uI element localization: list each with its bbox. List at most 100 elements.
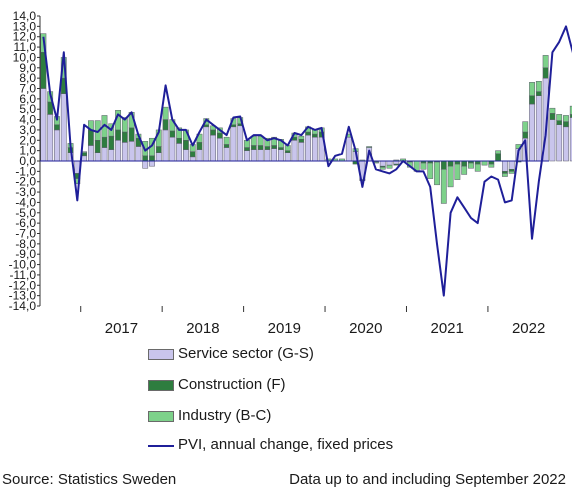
bar-segment-industry bbox=[468, 162, 474, 169]
bar-segment-service bbox=[223, 147, 230, 162]
data-range-note: Data up to and including September 2022 bbox=[289, 471, 566, 488]
bar-segment-service bbox=[162, 129, 169, 162]
x-tick-label: 2020 bbox=[349, 320, 382, 337]
legend-swatch-service bbox=[148, 349, 174, 360]
bar-segment-service bbox=[535, 95, 542, 162]
y-tick-label: -10,0 bbox=[9, 258, 37, 272]
y-tick-label: -2,0 bbox=[15, 175, 36, 189]
bar-segment-construction bbox=[155, 146, 162, 153]
bar-segment-industry bbox=[434, 161, 440, 186]
y-tick-label: 1,0 bbox=[19, 144, 36, 158]
y-tick-label: -3,0 bbox=[15, 185, 36, 199]
bar-segment-industry bbox=[427, 162, 434, 179]
bar-segment-industry bbox=[162, 106, 169, 120]
y-tick-label: 4,0 bbox=[19, 113, 36, 127]
bar-segment-service bbox=[94, 152, 101, 162]
y-tick-label: 2,0 bbox=[19, 133, 36, 147]
x-tick-label: 2018 bbox=[186, 320, 219, 337]
pvi-line bbox=[42, 25, 572, 297]
bar-segment-industry bbox=[121, 117, 128, 133]
bar-series bbox=[40, 33, 572, 204]
bar-segment-industry bbox=[563, 115, 569, 122]
bar-segment-service bbox=[284, 152, 291, 162]
bar-segment-construction bbox=[162, 119, 169, 131]
bar-segment-service bbox=[88, 145, 94, 162]
bar-segment-service bbox=[549, 119, 556, 162]
x-tick-label: 2022 bbox=[512, 320, 545, 337]
bar-segment-service bbox=[563, 126, 569, 162]
bar-segment-construction bbox=[196, 142, 203, 150]
bar-segment-industry bbox=[535, 81, 542, 92]
bar-segment-construction bbox=[461, 160, 468, 167]
bar-segment-service bbox=[128, 141, 135, 162]
legend-label-industry: Industry (B-C) bbox=[178, 407, 272, 424]
bar-segment-service bbox=[40, 88, 47, 162]
bar-segment-service bbox=[529, 103, 535, 162]
x-tick-label: 2021 bbox=[431, 320, 464, 337]
bar-segment-service bbox=[271, 148, 278, 162]
bar-segment-industry bbox=[474, 163, 481, 172]
bar-segment-service bbox=[305, 134, 311, 162]
bar-segment-construction bbox=[495, 153, 501, 162]
y-tick-label: -14,0 bbox=[9, 299, 37, 313]
bar-segment-industry bbox=[223, 136, 230, 145]
bar-segment-industry bbox=[556, 114, 563, 121]
legend-label-pvi: PVI, annual change, fixed prices bbox=[178, 436, 394, 453]
y-tick-label: 6,0 bbox=[19, 92, 36, 106]
bar-segment-construction bbox=[563, 121, 569, 128]
y-tick-label: -13,0 bbox=[9, 289, 37, 303]
bar-segment-construction bbox=[556, 120, 563, 125]
bar-segment-industry bbox=[271, 136, 278, 146]
bar-segment-construction bbox=[88, 129, 94, 146]
bar-segment-service bbox=[311, 136, 318, 162]
bar-segment-service bbox=[47, 114, 54, 162]
bar-segment-service bbox=[264, 149, 271, 162]
bar-segment-construction bbox=[359, 179, 366, 181]
bar-segment-construction bbox=[284, 150, 291, 153]
bar-segment-construction bbox=[298, 139, 305, 143]
bar-segment-construction bbox=[183, 140, 189, 150]
bar-segment-service bbox=[176, 143, 183, 162]
bar-segment-industry bbox=[569, 105, 572, 115]
y-tick-label: -6,0 bbox=[15, 216, 36, 230]
y-tick-label: -7,0 bbox=[15, 227, 36, 241]
bar-segment-industry bbox=[501, 173, 508, 177]
bar-segment-construction bbox=[176, 137, 183, 144]
bar-segment-industry bbox=[264, 137, 271, 147]
legend-label-service: Service sector (G-S) bbox=[178, 345, 314, 362]
bar-segment-construction bbox=[54, 124, 60, 131]
bar-segment-service bbox=[210, 134, 216, 162]
bar-segment-service bbox=[501, 160, 508, 172]
bar-segment-industry bbox=[488, 163, 495, 168]
bar-segment-service bbox=[149, 160, 155, 167]
bar-segment-construction bbox=[223, 144, 230, 148]
source-note: Source: Statistics Sweden bbox=[2, 471, 177, 488]
y-tick-label: 5,0 bbox=[19, 102, 36, 116]
y-tick-label: 13,0 bbox=[13, 19, 37, 33]
bar-segment-service bbox=[135, 146, 142, 162]
bar-segment-industry bbox=[522, 121, 529, 133]
bar-segment-construction bbox=[142, 155, 149, 162]
bar-segment-service bbox=[81, 155, 88, 162]
bar-segment-construction bbox=[311, 133, 318, 138]
bar-segment-service bbox=[54, 129, 60, 162]
y-axis: 14,013,012,011,010,09,08,07,06,05,04,03,… bbox=[9, 9, 41, 313]
bar-segment-industry bbox=[244, 140, 250, 148]
bar-segment-industry bbox=[542, 55, 549, 69]
legend-swatch-pvi bbox=[148, 445, 174, 447]
bar-segment-service bbox=[379, 160, 386, 167]
bar-segment-industry bbox=[508, 171, 515, 174]
bar-segment-service bbox=[291, 140, 298, 162]
bar-segment-service bbox=[298, 142, 305, 162]
bar-segment-service bbox=[108, 149, 115, 162]
bar-segment-service bbox=[203, 126, 210, 162]
bar-segment-construction bbox=[508, 169, 515, 172]
bar-segment-service bbox=[60, 93, 67, 162]
bar-segment-construction bbox=[501, 171, 508, 174]
bar-segment-construction bbox=[542, 67, 549, 79]
bar-segment-service bbox=[101, 147, 108, 162]
bar-segment-industry bbox=[386, 164, 393, 169]
bar-segment-service bbox=[115, 140, 121, 162]
y-tick-label: -11,0 bbox=[10, 268, 37, 282]
bar-segment-construction bbox=[278, 147, 284, 150]
